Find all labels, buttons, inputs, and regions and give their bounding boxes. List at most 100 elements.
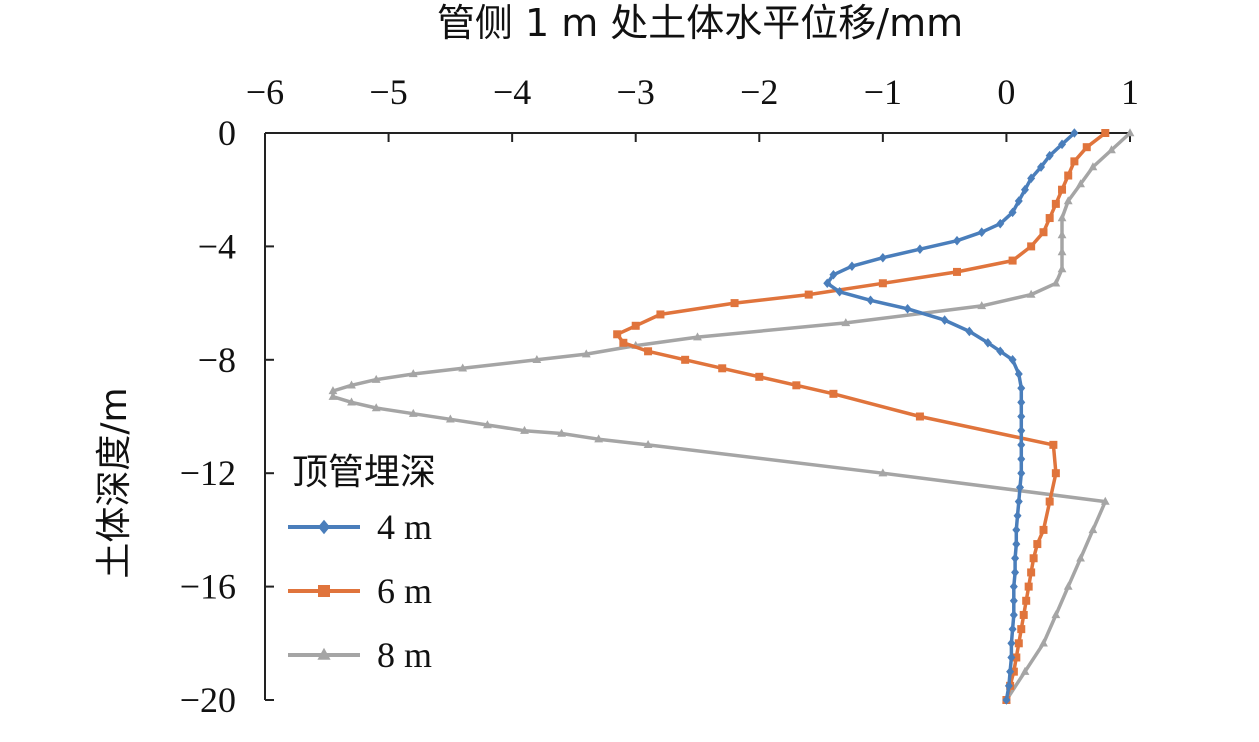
data-point <box>1007 638 1016 649</box>
data-point <box>953 267 961 276</box>
x-tick-label: −1 <box>864 72 902 112</box>
data-point <box>1009 595 1018 606</box>
legend-item: 6 m <box>288 571 432 611</box>
data-point <box>1017 383 1026 393</box>
data-point <box>953 235 961 246</box>
data-point <box>631 321 640 330</box>
data-point <box>1006 666 1015 677</box>
data-point <box>1020 184 1029 195</box>
data-point <box>1004 681 1013 691</box>
data-point <box>1057 213 1067 222</box>
data-point <box>878 468 888 477</box>
legend-item: 8 m <box>288 635 432 675</box>
data-point <box>643 440 653 449</box>
data-point <box>1014 369 1023 379</box>
legend-items: 4 m 6 m 8 m <box>288 507 432 675</box>
data-point <box>1009 610 1018 620</box>
data-point <box>1107 145 1116 154</box>
data-point <box>1027 173 1036 184</box>
data-point <box>328 391 338 400</box>
data-point <box>1027 568 1036 577</box>
x-tick-label: −5 <box>369 72 407 112</box>
data-point <box>613 330 622 339</box>
data-point <box>1088 525 1098 534</box>
x-tick-label: −3 <box>617 72 655 112</box>
series-layer <box>328 128 1135 705</box>
data-point <box>1076 179 1085 188</box>
legend-label: 8 m <box>377 635 432 675</box>
data-point <box>996 346 1005 357</box>
data-point <box>328 386 338 395</box>
data-point <box>718 364 727 373</box>
data-point <box>940 315 949 325</box>
data-point <box>371 403 381 412</box>
series-line <box>615 131 1107 701</box>
x-tick-label: −6 <box>246 72 284 112</box>
data-point <box>841 318 851 327</box>
data-point <box>1037 162 1046 172</box>
legend-swatch-marker <box>318 519 330 535</box>
x-axis-title: 管侧 1 m 处土体水平位移/mm <box>437 1 963 45</box>
data-point <box>1026 289 1036 298</box>
data-point <box>1045 150 1054 161</box>
data-point <box>730 299 739 308</box>
data-point <box>1017 397 1026 408</box>
data-point <box>915 412 924 421</box>
series-8m <box>328 128 1135 704</box>
data-point <box>755 372 764 381</box>
data-point <box>1039 228 1048 237</box>
data-point <box>1017 454 1026 464</box>
data-point <box>1008 624 1017 634</box>
data-point <box>1057 247 1067 256</box>
data-point <box>520 425 529 434</box>
legend-label: 4 m <box>377 507 432 547</box>
data-point <box>1051 278 1061 287</box>
data-point <box>1039 525 1048 534</box>
data-point <box>823 278 832 289</box>
data-point <box>1012 653 1021 662</box>
data-point <box>371 374 381 383</box>
series-4m <box>823 128 1079 705</box>
data-point <box>1057 264 1067 273</box>
data-point <box>1014 496 1023 507</box>
data-point <box>847 261 856 272</box>
data-point <box>1057 230 1067 239</box>
data-point <box>1063 196 1073 205</box>
data-point <box>1011 567 1020 578</box>
data-point <box>1017 425 1026 436</box>
data-point <box>1045 497 1054 506</box>
data-point <box>1009 581 1018 592</box>
data-point <box>1049 440 1058 449</box>
data-point <box>1014 196 1023 206</box>
x-tick-labels: −6 −5 −4 −3 −2 −1 0 1 <box>246 72 1139 112</box>
data-point <box>1007 652 1016 663</box>
y-tick-label: −20 <box>180 680 236 720</box>
data-point <box>915 244 924 255</box>
data-point <box>347 397 356 406</box>
data-point <box>1051 610 1061 619</box>
data-point <box>681 355 690 364</box>
data-point <box>1051 199 1060 208</box>
data-point <box>1008 355 1017 365</box>
data-point <box>878 279 887 288</box>
y-tick-label: −12 <box>180 453 236 493</box>
data-point <box>1008 207 1017 218</box>
data-point <box>878 252 887 263</box>
data-point <box>1058 139 1067 150</box>
data-point <box>829 269 838 280</box>
data-point <box>1051 469 1060 478</box>
data-point <box>619 338 628 347</box>
data-point <box>1017 440 1026 450</box>
data-point <box>1063 581 1073 590</box>
x-tick-label: 1 <box>1121 72 1139 112</box>
data-point <box>1033 540 1042 549</box>
data-point <box>408 369 418 378</box>
data-point <box>1070 157 1079 166</box>
data-point <box>1101 129 1110 137</box>
data-point <box>408 408 418 417</box>
data-point <box>483 420 492 429</box>
data-point <box>581 349 591 358</box>
data-point <box>1029 554 1038 563</box>
data-point <box>1039 638 1048 647</box>
axis-tick-marks <box>264 132 1131 701</box>
